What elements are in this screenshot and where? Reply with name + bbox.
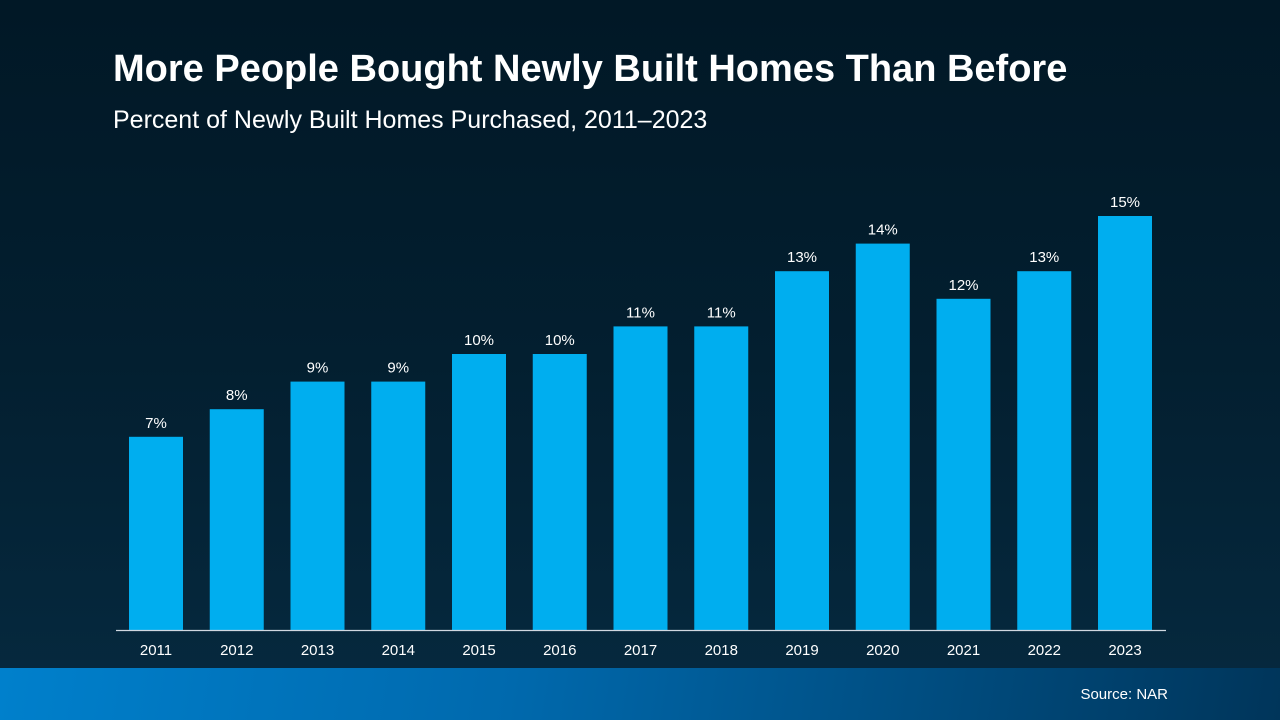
bar-2023 [1098, 216, 1152, 630]
bar-2019 [775, 271, 829, 630]
data-label: 13% [1029, 249, 1059, 266]
chart-title: More People Bought Newly Built Homes Tha… [113, 48, 1068, 90]
x-tick-label: 2023 [1108, 642, 1141, 659]
bar-2020 [855, 243, 910, 630]
data-label: 12% [948, 277, 978, 294]
bar-2016 [532, 354, 587, 630]
bar-2012 [209, 409, 264, 630]
x-tick-label: 2019 [785, 642, 818, 659]
source-label: Source: NAR [1080, 686, 1168, 703]
bar-2018 [694, 326, 749, 630]
chart-subtitle: Percent of Newly Built Homes Purchased, … [113, 106, 708, 134]
bar-2015 [452, 354, 506, 630]
x-tick-label: 2020 [866, 642, 899, 659]
x-tick-label: 2015 [462, 642, 495, 659]
bar-2013 [290, 381, 345, 630]
data-label: 13% [787, 249, 817, 266]
bar-2022 [1017, 271, 1072, 630]
data-label: 10% [545, 332, 575, 349]
data-label: 7% [145, 415, 167, 432]
bar-2014 [371, 381, 426, 630]
x-tick-label: 2012 [220, 642, 253, 659]
x-tick-label: 2014 [382, 642, 415, 659]
x-tick-label: 2021 [947, 642, 980, 659]
x-tick-label: 2011 [140, 642, 172, 659]
data-label: 11% [707, 304, 736, 321]
footer-band: Source: NAR [0, 668, 1280, 720]
bar-2021 [936, 298, 991, 630]
data-label: 15% [1110, 194, 1140, 211]
x-tick-label: 2016 [543, 642, 576, 659]
data-label: 10% [464, 332, 494, 349]
data-label: 9% [307, 360, 329, 377]
data-label: 9% [387, 360, 409, 377]
bar-2011 [129, 436, 183, 630]
data-label: 11% [626, 304, 655, 321]
bar-2017 [613, 326, 668, 630]
x-tick-label: 2017 [624, 642, 657, 659]
x-tick-label: 2018 [705, 642, 738, 659]
data-label: 8% [226, 387, 248, 404]
x-tick-label: 2013 [301, 642, 334, 659]
data-label: 14% [868, 222, 898, 239]
x-tick-label: 2022 [1028, 642, 1061, 659]
